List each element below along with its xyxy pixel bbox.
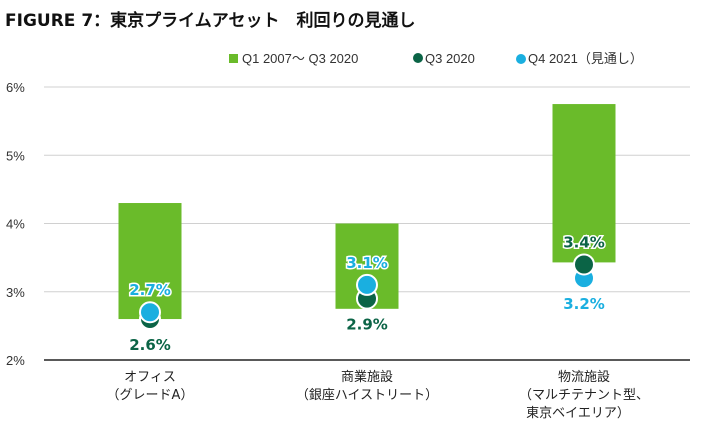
markers bbox=[139, 253, 595, 331]
category-label: 物流施設 bbox=[558, 369, 610, 385]
legend-swatch-q4-2021 bbox=[516, 54, 526, 64]
legend-label-q4-2021: Q4 2021（見通し） bbox=[528, 51, 643, 66]
range-bars bbox=[118, 104, 616, 320]
y-tick-label: 4% bbox=[6, 217, 25, 232]
marker-q3-2020 bbox=[573, 253, 595, 276]
y-tick-label: 2% bbox=[6, 353, 25, 368]
range-bar bbox=[118, 203, 182, 320]
data-label: 3.4% bbox=[563, 233, 605, 251]
x-axis: オフィス （グレードA） 商業施設 （銀座ハイストリート） 物流施設 （マルチテナント型、… bbox=[44, 359, 690, 421]
y-axis: 2% 3% 4% 5% 6% bbox=[6, 80, 25, 368]
data-label: 2.7% bbox=[129, 281, 171, 299]
category-label: 東京ベイエリア） bbox=[526, 405, 630, 421]
legend-label-q3-2020: Q3 2020 bbox=[425, 51, 475, 66]
legend-swatch-range bbox=[229, 54, 238, 63]
data-label: 2.9% bbox=[346, 316, 388, 334]
legend-label-range: Q1 2007～ Q3 2020 bbox=[242, 51, 358, 66]
data-label: 3.2% bbox=[563, 295, 605, 313]
data-label: 3.1% bbox=[346, 254, 388, 272]
marker-q4-2021 bbox=[139, 301, 161, 324]
range-bar bbox=[552, 104, 616, 263]
y-tick-label: 3% bbox=[6, 285, 25, 300]
category-label: （銀座ハイストリート） bbox=[296, 388, 438, 403]
category-label: （グレードA） bbox=[107, 388, 194, 403]
chart-title: FIGURE 7：東京プライムアセット 利回りの見通し bbox=[5, 11, 416, 31]
category-label: （マルチテナント型、 bbox=[519, 388, 649, 403]
y-tick-label: 6% bbox=[6, 80, 25, 95]
y-tick-label: 5% bbox=[6, 148, 25, 163]
marker-q4-2021 bbox=[356, 273, 378, 296]
category-label: オフィス bbox=[124, 370, 176, 385]
legend: Q1 2007～ Q3 2020 Q3 2020 Q4 2021（見通し） bbox=[229, 51, 643, 66]
data-labels: 2.7% 2.6% 3.1% 2.9% 3.4% 3.2% bbox=[128, 232, 607, 354]
category-label: 商業施設 bbox=[341, 369, 393, 385]
data-label: 2.6% bbox=[129, 336, 171, 354]
legend-swatch-q3-2020 bbox=[413, 53, 423, 63]
